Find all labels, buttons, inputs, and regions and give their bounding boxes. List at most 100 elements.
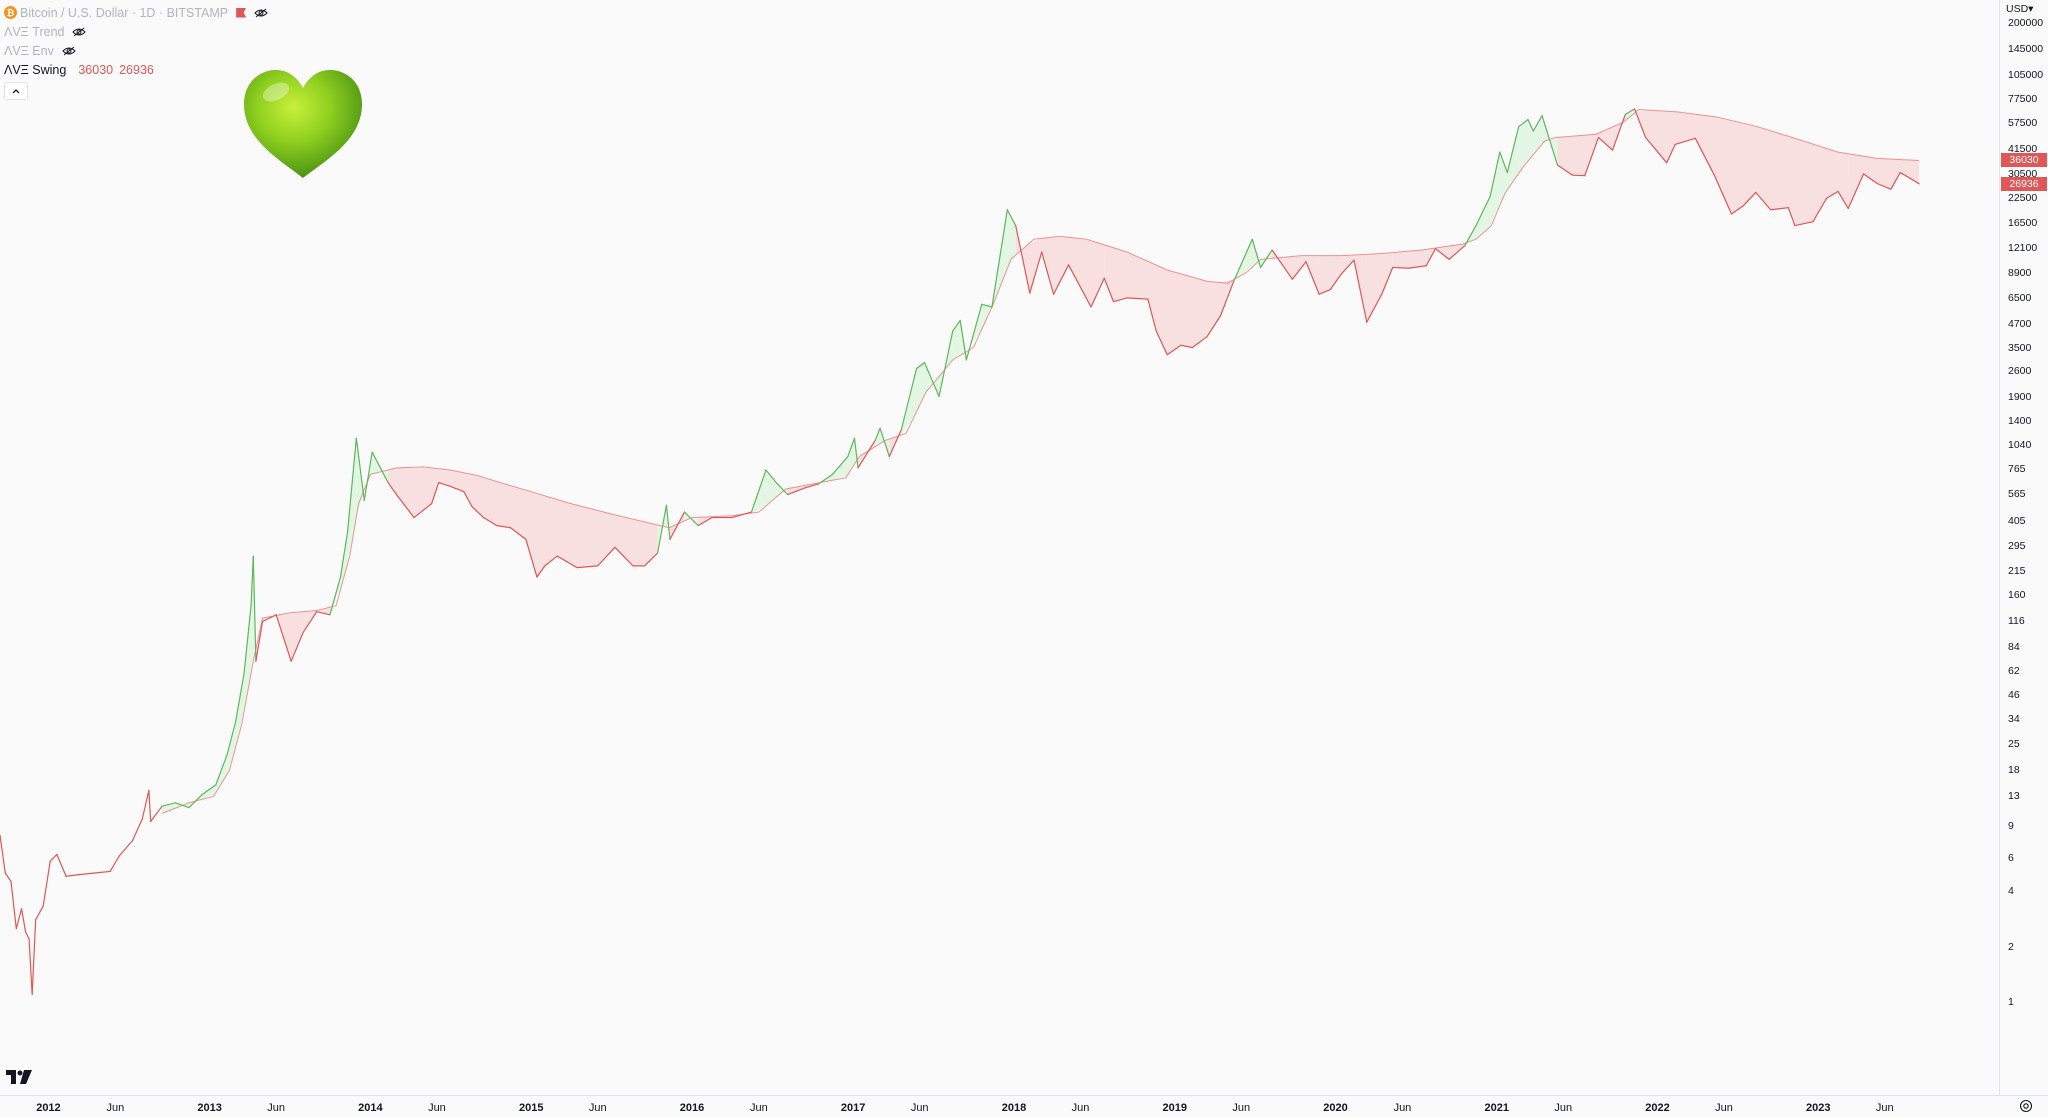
price-axis-label: 84 <box>2008 640 2020 653</box>
price-line-segment <box>94 870 111 874</box>
swing-fill-segment <box>1812 144 1827 222</box>
price-line-segment <box>1090 277 1105 308</box>
swing-fill-segment <box>557 499 578 568</box>
price-line-segment <box>1876 183 1892 190</box>
price-axis-label: 1900 <box>2008 390 2032 403</box>
price-line-segment <box>1271 249 1293 280</box>
price-line-segment <box>255 620 264 662</box>
settings-gear-icon[interactable] <box>2019 1099 2033 1113</box>
price-line-segment <box>1425 248 1437 267</box>
price-line-segment <box>1674 137 1696 146</box>
swing-fill-segment <box>1381 252 1393 295</box>
price-line-segment <box>395 493 415 519</box>
price-axis-label: 34 <box>2008 713 2020 726</box>
price-line-segment <box>556 555 578 569</box>
price-line-segment <box>1291 261 1307 280</box>
time-axis[interactable]: 2012 Jun 2013 Jun 2014 Jun 2015 Jun 2016 Jun 2017 J… <box>0 1095 2048 1118</box>
price-line-segment <box>1713 174 1733 215</box>
price-line-segment <box>1126 297 1149 300</box>
swing-fill-segment <box>847 438 855 475</box>
price-line-segment <box>938 330 954 398</box>
price-axis-label: 200000 <box>2008 17 2044 29</box>
price-line-segment <box>1597 136 1614 151</box>
price-line-segment <box>1067 264 1092 308</box>
price-line-segment <box>900 367 918 431</box>
swing-fill-segment <box>1156 265 1168 355</box>
price-line-segment <box>1541 115 1559 166</box>
legend-collapse-button[interactable] <box>4 82 28 100</box>
currency-selector[interactable]: USD▾ <box>2006 3 2034 15</box>
time-axis-label: Jun <box>588 1102 607 1114</box>
price-line-segment <box>28 938 33 996</box>
swing-fill-segment <box>1041 237 1054 295</box>
price-line-segment <box>4 872 12 883</box>
price-line-segment <box>576 565 599 569</box>
price-line-segment <box>1041 251 1055 295</box>
swing-fill-segment <box>1392 251 1409 269</box>
swing-fill-segment <box>1675 111 1696 145</box>
price-axis-label: 4700 <box>2008 317 2032 330</box>
price-line-segment <box>1489 151 1501 198</box>
swing-fill-segment <box>1068 237 1092 307</box>
price-line-segment <box>1787 207 1796 227</box>
swing-fill-segment <box>431 467 439 504</box>
price-axis-label: 1 <box>2008 996 2014 1009</box>
price-line-segment <box>923 361 940 398</box>
price-line-segment <box>1112 297 1128 303</box>
symbol-legend[interactable]: ₿ Bitcoin / U.S. Dollar · 1D · BITSTAMP <box>4 3 268 22</box>
price-axis-label: 295 <box>2008 539 2026 552</box>
price-line-segment <box>261 614 277 623</box>
eye-crossed-icon[interactable] <box>62 46 76 56</box>
swing-fill-segment <box>388 467 397 495</box>
price-line-segment <box>643 552 659 567</box>
price-line-segment <box>1006 209 1017 227</box>
price-line-segment <box>1318 289 1331 295</box>
price-line-segment <box>1863 173 1878 185</box>
swing-fill-segment <box>251 556 254 674</box>
price-line-segment <box>857 439 876 469</box>
price-line-segment <box>201 784 217 796</box>
price-line-segment <box>1770 207 1789 211</box>
swing-fill-segment <box>1877 158 1891 190</box>
time-axis-label: Jun <box>267 1102 286 1114</box>
indicator-env-legend[interactable]: ΛVΞ Env <box>4 41 268 60</box>
chart-plot[interactable] <box>0 0 2000 1095</box>
price-line-segment <box>509 527 527 540</box>
price-axis[interactable]: USD▾ 200000 145000 105000 77500 57500 41500 30… <box>1999 0 2048 1095</box>
price-line-segment <box>438 481 451 487</box>
swing-fill-segment <box>614 514 633 566</box>
eye-crossed-icon[interactable] <box>72 27 87 37</box>
price-line-segment <box>463 491 473 508</box>
price-line-segment <box>1219 280 1235 317</box>
price-line-segment <box>1260 249 1273 269</box>
price-line-segment <box>1233 238 1253 282</box>
price-axis-label: 8900 <box>2008 266 2032 279</box>
swing-fill-segment <box>1319 255 1331 295</box>
price-axis-label: 2 <box>2008 940 2014 953</box>
price-line-segment <box>888 429 902 458</box>
tradingview-logo-icon[interactable] <box>6 1070 32 1084</box>
price-line-segment <box>24 931 30 940</box>
time-axis-label: 2016 <box>679 1102 705 1114</box>
price-axis-label: 3500 <box>2008 341 2032 354</box>
time-axis-label: 2018 <box>1001 1102 1027 1114</box>
price-axis-label: 18 <box>2008 764 2020 777</box>
swing-fill-segment <box>644 521 658 566</box>
price-line-segment <box>243 605 252 675</box>
flag-icon[interactable] <box>236 8 246 18</box>
price-axis-label: 765 <box>2008 463 2026 476</box>
price-line-segment <box>215 753 228 786</box>
swing-fill-segment <box>472 474 484 518</box>
price-line-segment <box>981 303 993 308</box>
swing-fill-segment <box>1147 261 1157 331</box>
swing-fill-segment <box>244 605 252 713</box>
swing-fill-segment <box>1507 126 1519 190</box>
price-axis-label: 405 <box>2008 514 2026 527</box>
indicator-trend-legend[interactable]: ΛVΞ Trend <box>4 22 268 41</box>
swing-fill-segment <box>1695 114 1715 176</box>
price-line-segment <box>371 451 389 484</box>
eye-icon[interactable] <box>254 8 268 18</box>
price-line-segment <box>1147 298 1157 332</box>
price-line-segment <box>49 853 58 862</box>
indicator-swing-legend[interactable]: ΛVΞ Swing 36030 26936 <box>4 60 268 79</box>
